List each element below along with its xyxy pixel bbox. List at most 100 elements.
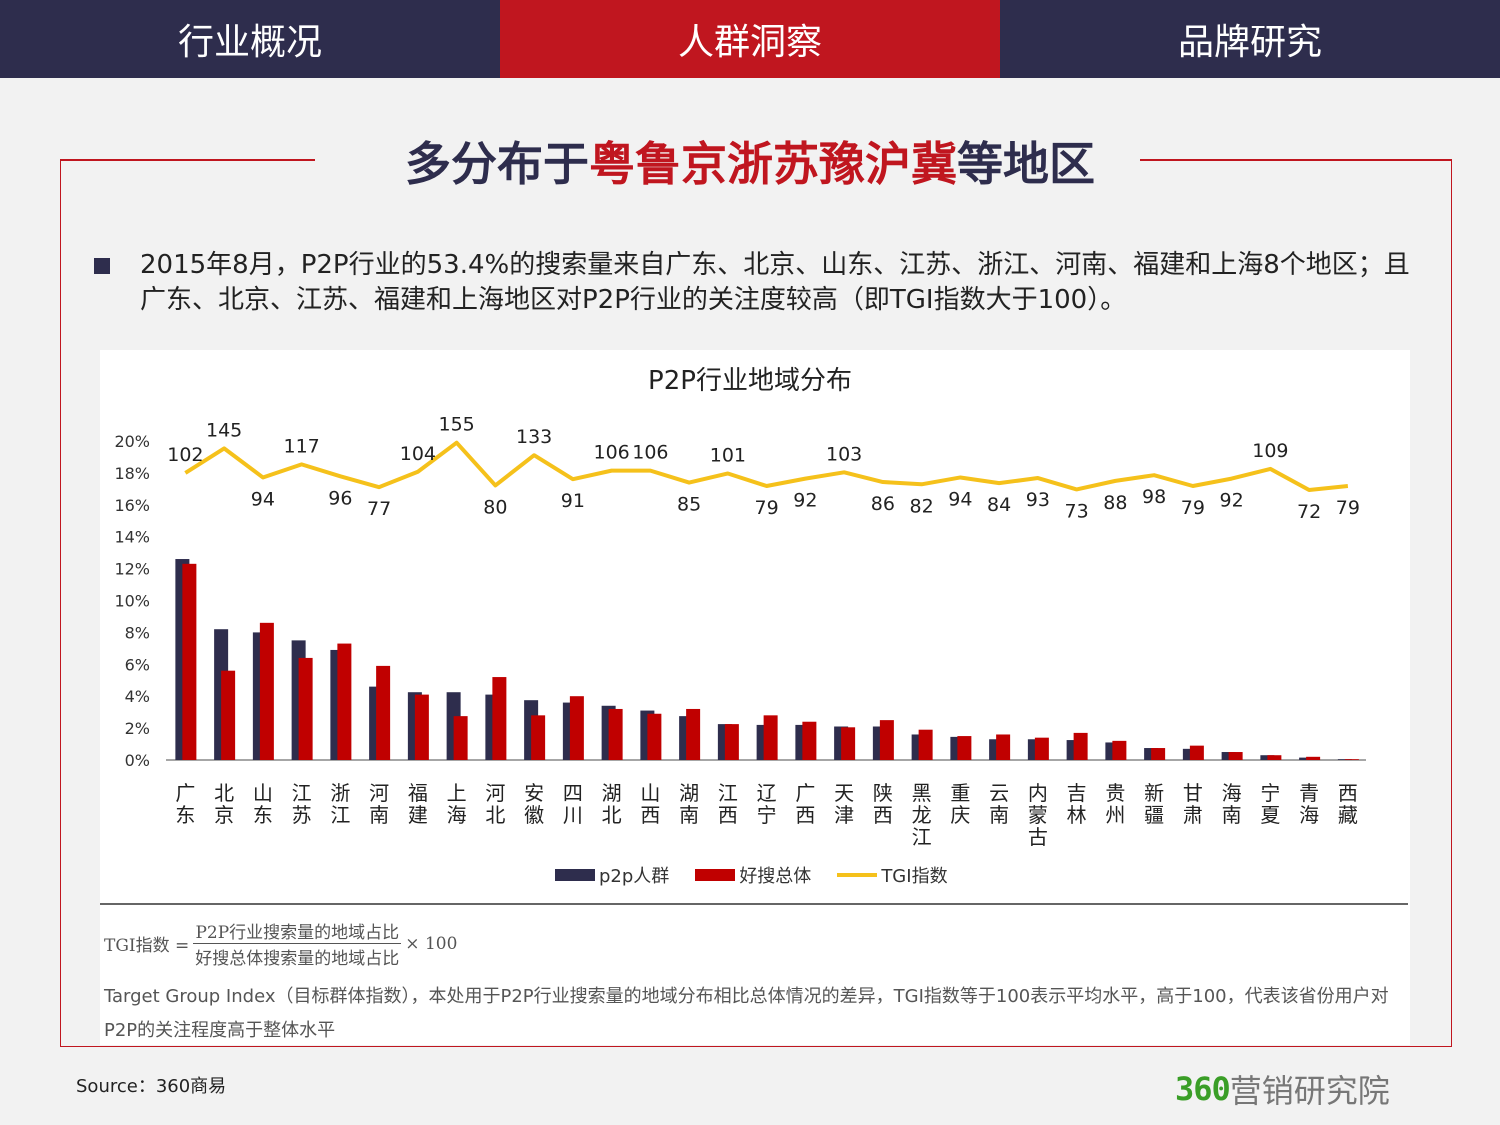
x-tick-label: 贵 <box>1105 781 1125 805</box>
bar-haosou <box>1267 755 1282 760</box>
x-tick-label: 福 <box>408 781 428 805</box>
chart-card <box>100 350 1410 1045</box>
formula-lhs: TGI指数 = <box>104 936 190 956</box>
tgi-data-label: 93 <box>1026 489 1050 511</box>
chart-title: P2P行业地域分布 <box>648 366 852 396</box>
legend-swatch-navy <box>555 869 595 881</box>
tgi-data-label: 79 <box>1181 497 1205 519</box>
tgi-data-label: 79 <box>755 497 779 519</box>
tgi-data-label: 102 <box>167 444 203 466</box>
tgi-data-label: 133 <box>516 426 552 448</box>
x-tick-label: 建 <box>408 803 428 827</box>
tgi-data-label: 73 <box>1065 500 1089 522</box>
x-tick-label: 古 <box>1028 825 1048 849</box>
logo: 360 营销研究院 <box>1175 1066 1390 1112</box>
bar-haosou <box>337 643 352 760</box>
bar-haosou <box>957 736 972 760</box>
y-tick-label: 2% <box>125 719 150 738</box>
y-tick-label: 0% <box>125 751 150 770</box>
content-frame <box>60 160 1452 1047</box>
x-tick-label: 甘 <box>1183 781 1203 805</box>
y-tick-label: 16% <box>114 496 150 515</box>
x-tick-label: 蒙 <box>1028 803 1048 827</box>
bar-haosou <box>182 563 197 760</box>
page-title: 多分布于粤鲁京浙苏豫沪冀等地区 <box>0 128 1500 194</box>
x-tick-label: 江 <box>718 781 738 805</box>
tgi-line <box>184 440 1349 492</box>
bar-haosou <box>1344 759 1359 760</box>
tgi-data-label: 101 <box>710 444 746 466</box>
x-tick-label: 藏 <box>1338 803 1358 827</box>
x-tick-label: 东 <box>175 803 195 827</box>
formula-rhs: × 100 <box>405 933 458 954</box>
bar-haosou <box>686 708 701 760</box>
x-tick-label: 海 <box>1222 781 1242 805</box>
legend-swatch-line <box>837 873 878 877</box>
x-tick-label: 西 <box>795 803 815 827</box>
bar-haosou <box>259 622 274 760</box>
formula-fraction: P2P行业搜索量的地域占比好搜总体搜索量的地域占比 <box>193 918 402 969</box>
tab-industry-overview[interactable]: 行业概况 <box>177 22 322 63</box>
x-tick-label: 上 <box>447 781 467 805</box>
x-tick-label: 河 <box>369 781 389 805</box>
y-tick-label: 8% <box>125 623 150 642</box>
legend-label: 好搜总体 <box>739 866 812 887</box>
y-tick-label: 10% <box>114 592 150 611</box>
bar-haosou <box>647 713 662 760</box>
bar-haosou <box>918 729 933 760</box>
tgi-data-label: 94 <box>948 488 972 510</box>
x-tick-label: 川 <box>563 803 583 827</box>
y-tick-label: 4% <box>125 687 150 706</box>
x-tick-label: 肃 <box>1183 803 1203 827</box>
y-tick-label: 14% <box>114 528 150 547</box>
bar-haosou <box>1151 748 1166 760</box>
x-tick-label: 河 <box>485 781 505 805</box>
formula-numerator: P2P行业搜索量的地域占比 <box>193 918 402 944</box>
bar-haosou <box>1073 732 1088 760</box>
x-tick-label: 苏 <box>292 803 312 827</box>
tab-crowd-insight[interactable]: 人群洞察 <box>500 0 1000 78</box>
x-tick-label: 宁 <box>757 803 777 827</box>
y-tick-label: 20% <box>114 432 150 451</box>
bar-haosou <box>414 694 429 760</box>
x-tick-label: 西 <box>873 803 893 827</box>
x-tick-label: 夏 <box>1260 803 1280 827</box>
x-tick-label: 庆 <box>950 803 970 827</box>
bar-haosou <box>802 721 817 760</box>
tgi-data-label: 82 <box>910 495 934 517</box>
bar-haosou <box>1228 752 1243 760</box>
x-tick-label: 南 <box>679 803 699 827</box>
x-tick-label: 海 <box>447 803 467 827</box>
bar-haosou <box>531 715 546 760</box>
tgi-data-label: 117 <box>283 435 319 457</box>
x-tick-label: 京 <box>214 803 234 827</box>
bar-haosou <box>569 696 584 760</box>
x-tick-label: 新 <box>1144 781 1164 805</box>
x-tick-label: 青 <box>1299 781 1319 805</box>
x-tick-label: 山 <box>640 781 660 805</box>
bullet-icon <box>94 258 110 274</box>
x-tick-label: 北 <box>485 803 505 827</box>
x-tick-label: 西 <box>718 803 738 827</box>
x-tick-label: 山 <box>253 781 273 805</box>
x-tick-label: 津 <box>834 803 854 827</box>
bar-haosou <box>763 715 778 760</box>
x-tick-label: 吉 <box>1067 781 1087 805</box>
tgi-data-label: 91 <box>561 490 585 512</box>
bar-haosou <box>608 708 623 760</box>
tgi-data-label: 98 <box>1142 486 1166 508</box>
tgi-data-label: 92 <box>1220 490 1244 512</box>
logo-text: 营销研究院 <box>1229 1072 1390 1110</box>
bar-haosou <box>298 657 313 760</box>
formula-denominator: 好搜总体搜索量的地域占比 <box>195 949 400 969</box>
bar-haosou <box>453 716 468 760</box>
tgi-data-label: 145 <box>206 419 242 441</box>
tgi-data-label: 109 <box>1252 440 1288 462</box>
x-tick-label: 西 <box>1338 781 1358 805</box>
bar-haosou <box>492 677 507 760</box>
divider <box>100 903 1408 905</box>
x-tick-label: 湖 <box>679 781 699 805</box>
source-text: Source：360商易 <box>76 1076 227 1097</box>
x-tick-label: 内 <box>1028 781 1048 805</box>
tab-brand-research[interactable]: 品牌研究 <box>1177 22 1322 63</box>
